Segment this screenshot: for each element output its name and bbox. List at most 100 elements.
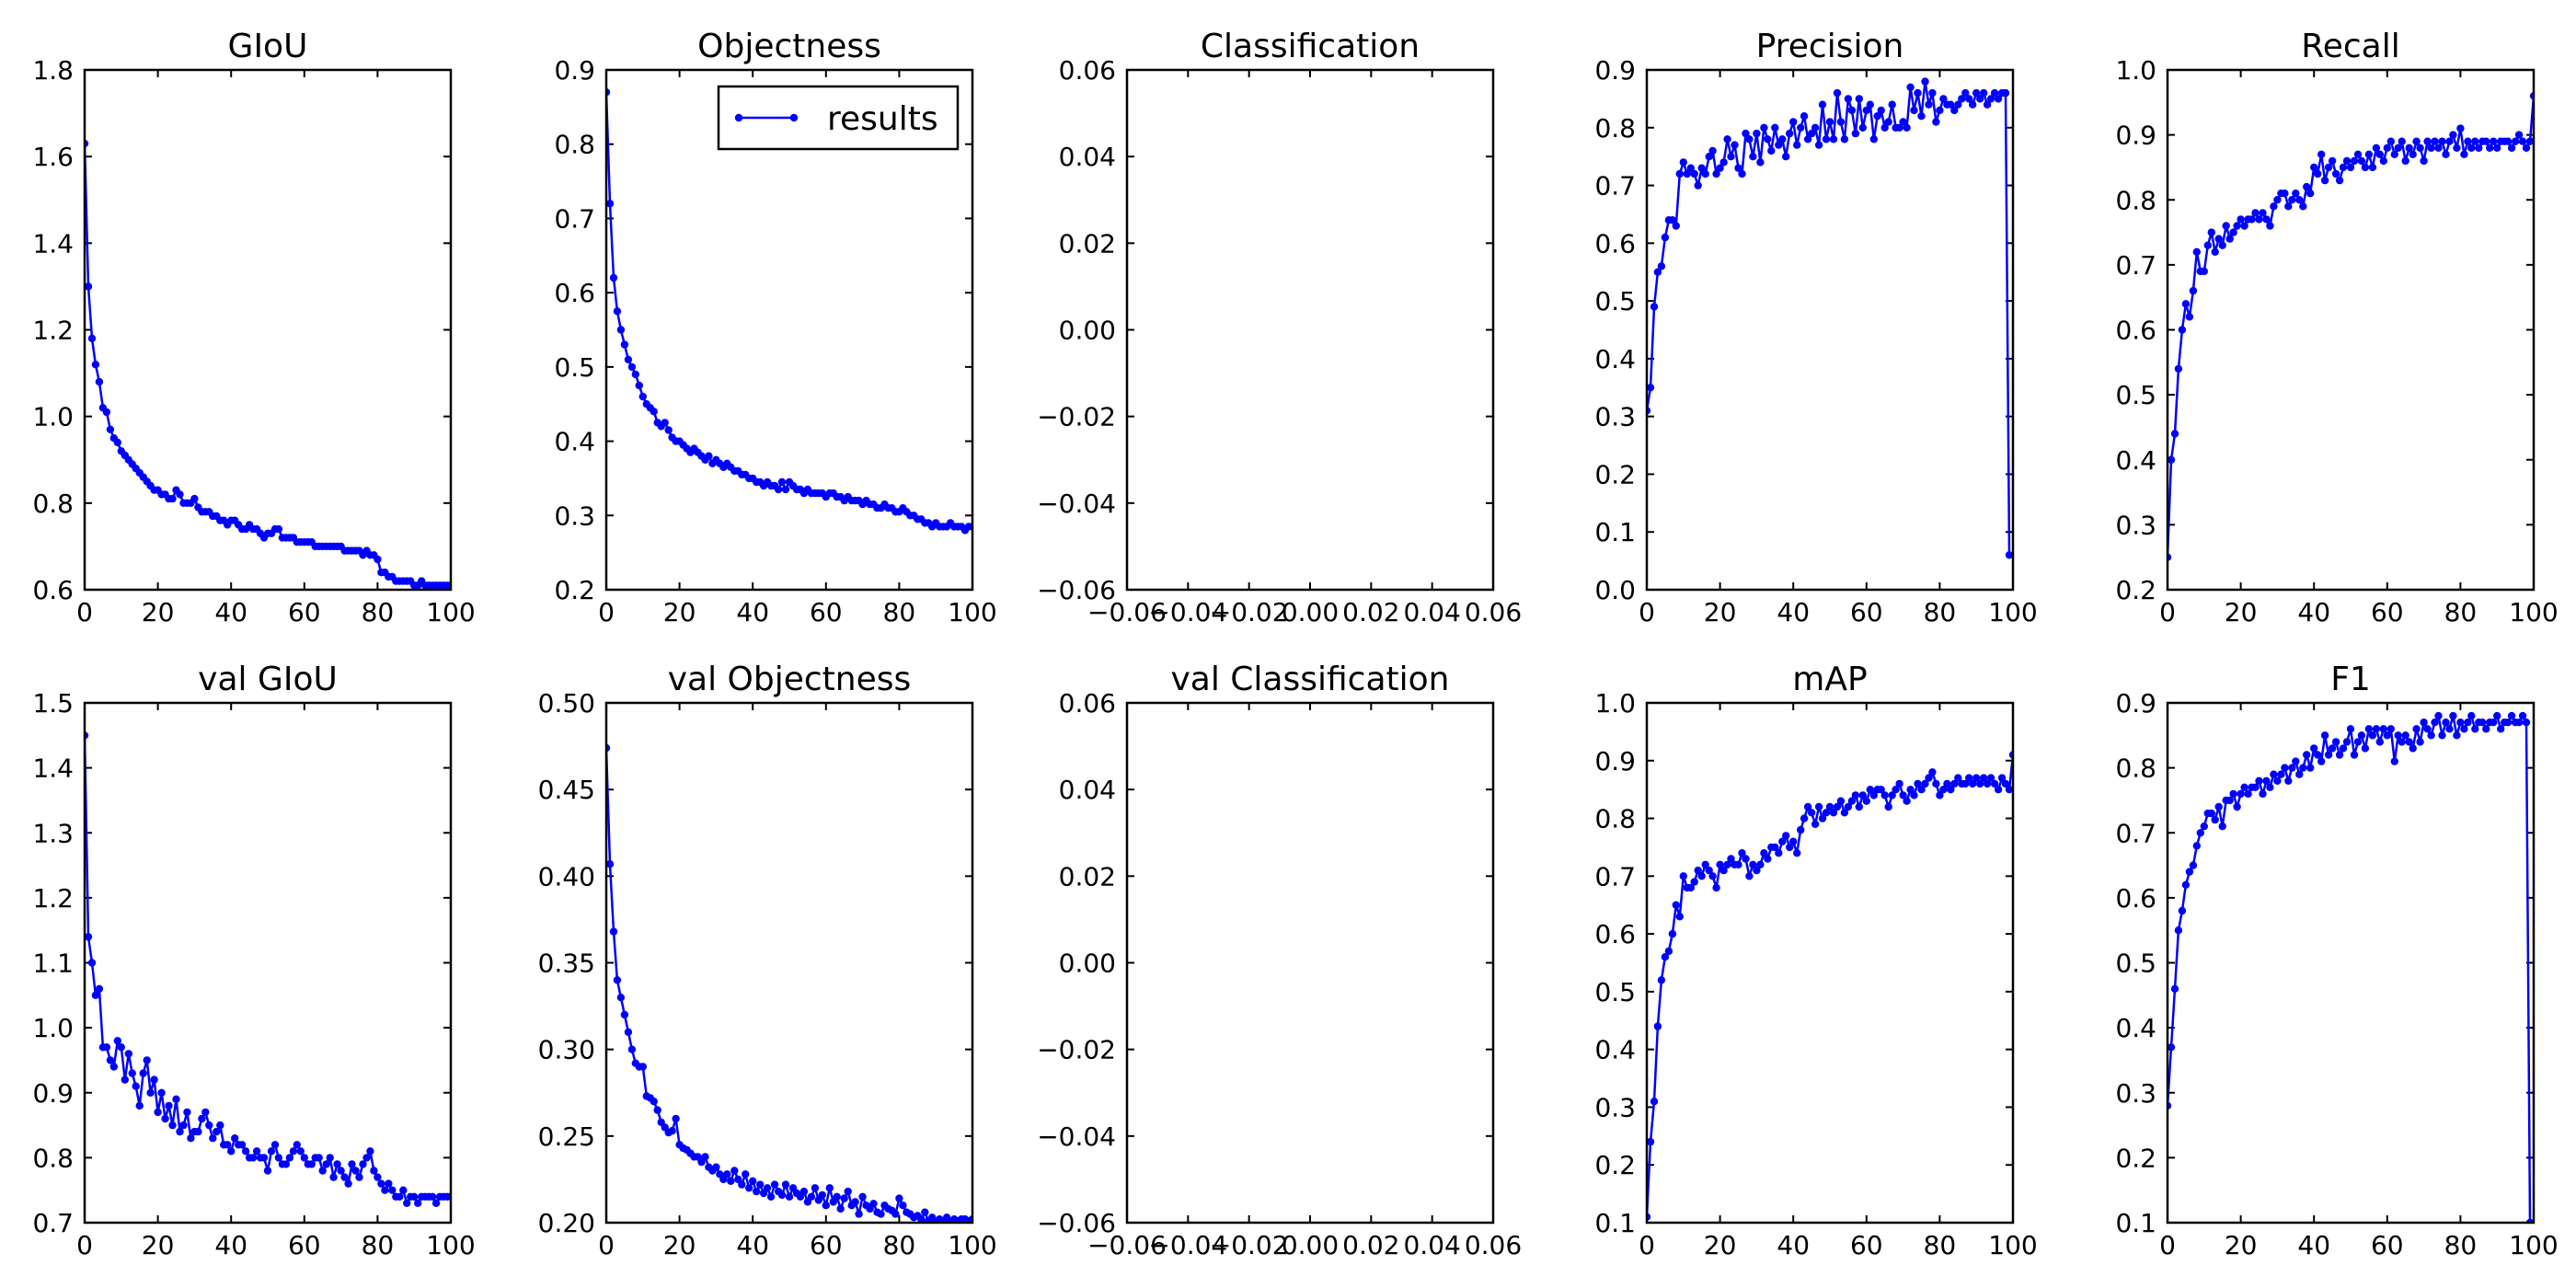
data-point <box>2456 124 2465 132</box>
legend: results <box>717 85 960 151</box>
data-point <box>753 1187 761 1196</box>
data-point <box>1657 262 1666 270</box>
data-point <box>2522 719 2531 727</box>
data-point <box>2266 783 2274 791</box>
data-point <box>2218 241 2226 249</box>
data-point <box>2335 751 2344 759</box>
data-point <box>627 362 637 372</box>
y-tick-label: 0.3 <box>2115 510 2156 540</box>
x-tick-label: −0.02 <box>1210 1230 1289 1260</box>
data-point <box>1928 88 1937 98</box>
data-point <box>1818 100 1827 109</box>
x-tick-label: −0.06 <box>1087 1230 1167 1260</box>
data-point <box>2522 144 2531 152</box>
data-point <box>1892 786 1900 794</box>
data-point <box>1738 849 1746 857</box>
data-point <box>2317 757 2326 765</box>
data-point <box>2416 144 2424 152</box>
data-point <box>2346 725 2355 733</box>
data-point <box>2409 744 2417 753</box>
data-point <box>2270 202 2278 211</box>
data-point <box>2001 88 2010 98</box>
data-point <box>1749 153 1757 161</box>
y-tick-label: 0.2 <box>554 575 595 605</box>
data-point <box>2277 770 2285 778</box>
data-point <box>289 1147 298 1156</box>
subplot-classification: Classification−0.06−0.04−0.020.00 0.02 0.0… <box>1037 28 1522 627</box>
data-point <box>1789 118 1798 126</box>
data-point <box>1786 843 1794 852</box>
data-point <box>2482 725 2490 733</box>
data-point <box>2398 137 2406 145</box>
data-point <box>1653 1022 1662 1030</box>
x-tick-label: 20 <box>2225 597 2258 627</box>
data-point <box>248 1154 258 1162</box>
data-point <box>1862 797 1871 805</box>
data-point <box>1800 112 1809 121</box>
data-point <box>1734 164 1742 172</box>
y-tick-label: 1.0 <box>1594 688 1636 719</box>
data-point <box>2331 738 2340 746</box>
data-point <box>85 282 93 291</box>
y-tick-label: 0.7 <box>554 203 595 234</box>
data-point <box>1950 106 1959 115</box>
y-tick-label: 1.0 <box>32 1013 74 1043</box>
data-point <box>366 1147 374 1156</box>
y-tick-label: 0.8 <box>2115 185 2156 215</box>
data-point <box>2438 731 2446 740</box>
data-point <box>1661 953 1670 961</box>
data-point <box>701 1153 709 1161</box>
data-point <box>2383 144 2391 152</box>
data-point <box>1903 123 1911 132</box>
y-tick-label: 1.1 <box>32 949 74 979</box>
data-point <box>1855 95 1864 103</box>
x-tick-label: −0.02 <box>1210 597 1289 627</box>
data-point <box>2379 725 2387 733</box>
data-point <box>1829 135 1838 144</box>
data-point <box>638 392 647 401</box>
data-point <box>2379 156 2387 166</box>
data-point <box>2189 861 2198 869</box>
data-point <box>2449 131 2457 139</box>
x-tick-label: 60 <box>2371 1230 2404 1260</box>
data-point <box>1690 878 1698 886</box>
y-tick-label: 0.8 <box>32 489 74 519</box>
data-point <box>2453 144 2461 152</box>
y-tick-label: 0.6 <box>2115 883 2156 914</box>
data-point <box>1969 100 1977 109</box>
data-point <box>891 1210 900 1218</box>
data-point <box>267 1147 276 1156</box>
data-point <box>139 1069 147 1077</box>
data-point <box>1928 768 1937 776</box>
subplot-title: Precision <box>1756 28 1904 65</box>
x-tick-label: 0 <box>76 597 93 627</box>
data-point <box>1961 88 1970 98</box>
data-point <box>777 1190 787 1200</box>
data-point <box>2314 169 2322 178</box>
y-tick-label: 0.4 <box>2115 445 2156 476</box>
data-point <box>1932 779 1940 788</box>
y-tick-label: −0.02 <box>1037 1035 1116 1065</box>
y-tick-label: 1.0 <box>32 402 74 432</box>
data-point <box>2174 926 2183 935</box>
x-tick-label: 100 <box>2509 597 2558 627</box>
y-tick-label: 0.9 <box>2115 121 2156 151</box>
data-point <box>1858 791 1868 799</box>
data-point <box>1727 153 1735 161</box>
data-point <box>1701 169 1709 178</box>
x-tick-label: 100 <box>948 1230 996 1260</box>
y-tick-label: 0.02 <box>1059 861 1116 891</box>
data-point <box>1767 146 1776 155</box>
subplot-title: GIoU <box>228 28 308 65</box>
data-point <box>2442 150 2450 158</box>
data-point <box>1994 786 2003 794</box>
x-tick-label: 0 <box>598 597 615 627</box>
y-tick-label: 1.0 <box>2115 55 2156 86</box>
data-point <box>2405 738 2413 746</box>
data-point <box>1954 100 1962 109</box>
data-point <box>1701 860 1709 868</box>
x-tick-label: 0 <box>598 1230 615 1260</box>
data-point <box>106 425 115 433</box>
data-point <box>1829 809 1838 817</box>
subplot-val-giou: val GIoU 0 20 40 60 80 100 0.7 0.8 0.9 1.0 1.1 1.2 1.… <box>32 661 475 1260</box>
